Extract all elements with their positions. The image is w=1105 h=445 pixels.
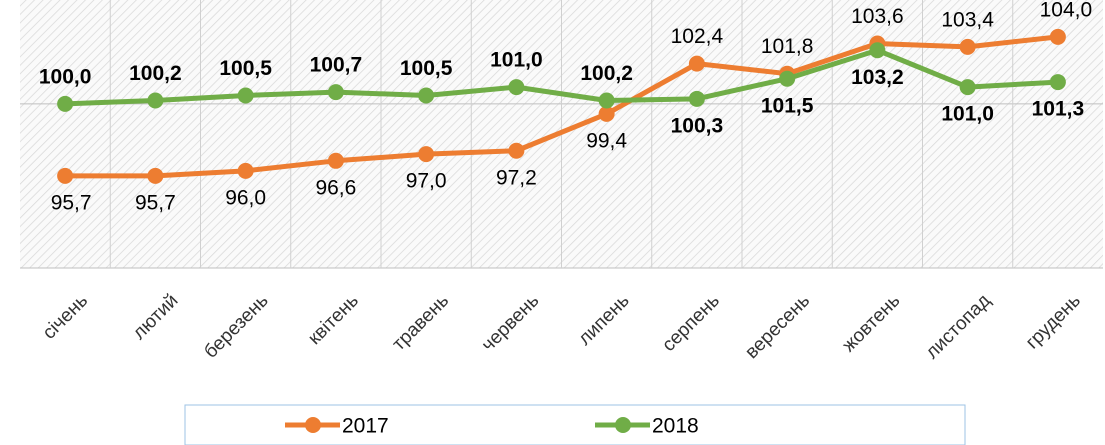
data-label: 96,0: [225, 186, 266, 209]
marker: [147, 92, 164, 109]
data-label: 101,0: [490, 49, 543, 72]
data-label: 95,7: [51, 191, 92, 214]
marker: [1049, 28, 1066, 45]
data-label: 100,0: [39, 65, 92, 88]
marker: [508, 142, 525, 159]
data-label: 100,5: [219, 57, 272, 80]
marker: [327, 152, 344, 169]
marker: [959, 79, 976, 96]
marker: [598, 92, 615, 109]
legend-label: 2017: [342, 415, 389, 438]
x-tick-label: листопад: [922, 290, 995, 363]
x-tick-label: жовтень: [838, 290, 904, 356]
x-tick-label: вересень: [741, 290, 814, 363]
marker: [418, 87, 435, 104]
data-label: 97,0: [406, 170, 447, 193]
data-label: 101,3: [1032, 98, 1085, 121]
marker: [418, 146, 435, 163]
legend-swatch-marker: [615, 417, 631, 433]
data-label: 97,2: [496, 166, 537, 189]
marker: [57, 95, 74, 112]
marker: [688, 55, 705, 72]
series-line: [65, 34, 1059, 179]
x-tick-label: лютий: [129, 290, 183, 344]
legend-label: 2018: [652, 415, 699, 438]
x-tick-label: квітень: [304, 290, 363, 349]
series-line: [65, 47, 1059, 107]
marker: [327, 84, 344, 101]
data-label: 103,6: [851, 5, 904, 28]
x-tick-label: серпень: [658, 290, 724, 356]
data-label: 100,2: [129, 62, 182, 85]
marker: [779, 70, 796, 87]
data-label: 100,7: [310, 54, 363, 77]
x-tick-label: березень: [200, 290, 272, 362]
x-tick-label: червень: [478, 290, 544, 356]
data-label: 103,2: [851, 66, 904, 89]
data-label: 95,7: [135, 191, 176, 214]
marker: [508, 79, 525, 96]
data-label: 96,6: [315, 176, 356, 199]
marker: [237, 87, 254, 104]
data-label: 101,0: [941, 103, 994, 126]
data-label: 101,8: [761, 35, 814, 58]
marker: [237, 162, 254, 179]
data-label: 100,2: [580, 62, 633, 85]
x-tick-label: травень: [388, 290, 453, 355]
x-tick-label: липень: [574, 290, 633, 349]
data-label: 100,5: [400, 57, 453, 80]
marker: [147, 167, 164, 184]
marker: [1049, 74, 1066, 91]
data-label: 103,4: [941, 8, 994, 31]
marker: [688, 90, 705, 107]
data-label: 100,3: [671, 114, 724, 137]
marker: [598, 105, 615, 122]
data-label: 101,5: [761, 94, 814, 117]
marker: [57, 167, 74, 184]
marker: [869, 42, 886, 59]
marker: [959, 38, 976, 55]
data-label: 102,4: [671, 25, 724, 48]
x-tick-label: січень: [39, 290, 93, 344]
x-tick-label: грудень: [1022, 290, 1085, 353]
data-label: 104,0: [1040, 0, 1093, 21]
legend-swatch-marker: [305, 417, 321, 433]
data-label: 99,4: [586, 129, 627, 152]
